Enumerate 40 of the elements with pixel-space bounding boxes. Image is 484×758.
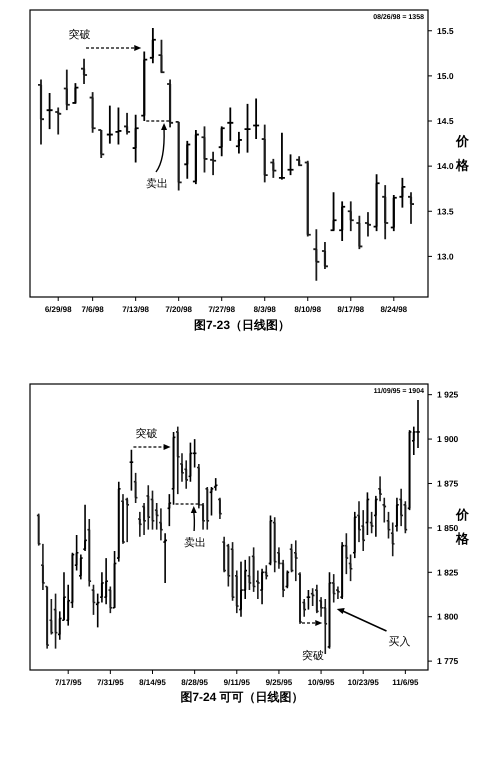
y-tick-label: 13.5 bbox=[437, 206, 454, 216]
text: 图7-23（日线图） bbox=[194, 318, 290, 332]
x-tick-label: 7/31/95 bbox=[96, 678, 124, 687]
y-tick-label: 1 925 bbox=[437, 390, 459, 400]
y-tick-label: 14.0 bbox=[437, 161, 454, 172]
x-tick-label: 11/6/95 bbox=[392, 678, 420, 687]
y-tick-label: 15.0 bbox=[437, 70, 454, 81]
y-tick-label: 1 825 bbox=[437, 567, 459, 578]
x-tick-label: 7/6/98 bbox=[82, 305, 104, 314]
y-tick-label: 1 775 bbox=[437, 656, 459, 666]
x-tick-label: 8/28/95 bbox=[181, 678, 209, 687]
y-tick-label: 1 900 bbox=[437, 434, 459, 444]
x-tick-label: 7/13/98 bbox=[122, 305, 150, 314]
y-tick-label: 13.0 bbox=[437, 251, 454, 262]
y-tick-label: 1 850 bbox=[437, 522, 459, 533]
annotation: 突破 bbox=[68, 28, 91, 41]
annotation: 突破 bbox=[136, 427, 158, 440]
x-tick-label: 9/25/95 bbox=[266, 678, 293, 687]
x-tick-label: 7/20/98 bbox=[165, 305, 193, 314]
annotation: 买入 bbox=[388, 635, 410, 648]
y-tick-label: 1 875 bbox=[437, 478, 459, 488]
y-tick-label: 14.5 bbox=[437, 116, 454, 126]
text: 图7-24 可可（日线图） bbox=[180, 690, 304, 704]
x-tick-label: 9/11/95 bbox=[224, 678, 250, 687]
x-tick-label: 8/17/98 bbox=[337, 305, 365, 314]
y-axis-title: 价格 bbox=[455, 134, 470, 172]
annotation: 卖出 bbox=[184, 536, 206, 549]
x-tick-label: 6/29/98 bbox=[44, 305, 72, 314]
x-tick-label: 10/9/95 bbox=[308, 678, 335, 687]
x-tick-label: 7/17/95 bbox=[54, 678, 82, 687]
annotation: 卖出 bbox=[146, 177, 168, 190]
x-tick-label: 8/24/98 bbox=[380, 305, 408, 314]
x-tick-label: 8/14/95 bbox=[139, 678, 166, 687]
y-tick-label: 15.5 bbox=[437, 26, 454, 36]
y-tick-label: 1 800 bbox=[437, 612, 459, 622]
x-tick-label: 8/3/98 bbox=[254, 305, 276, 314]
x-tick-label: 7/27/98 bbox=[208, 305, 236, 314]
x-tick-label: 8/10/98 bbox=[294, 305, 322, 314]
annotation: 突破 bbox=[302, 649, 324, 662]
x-tick-label: 10/23/95 bbox=[348, 678, 380, 687]
